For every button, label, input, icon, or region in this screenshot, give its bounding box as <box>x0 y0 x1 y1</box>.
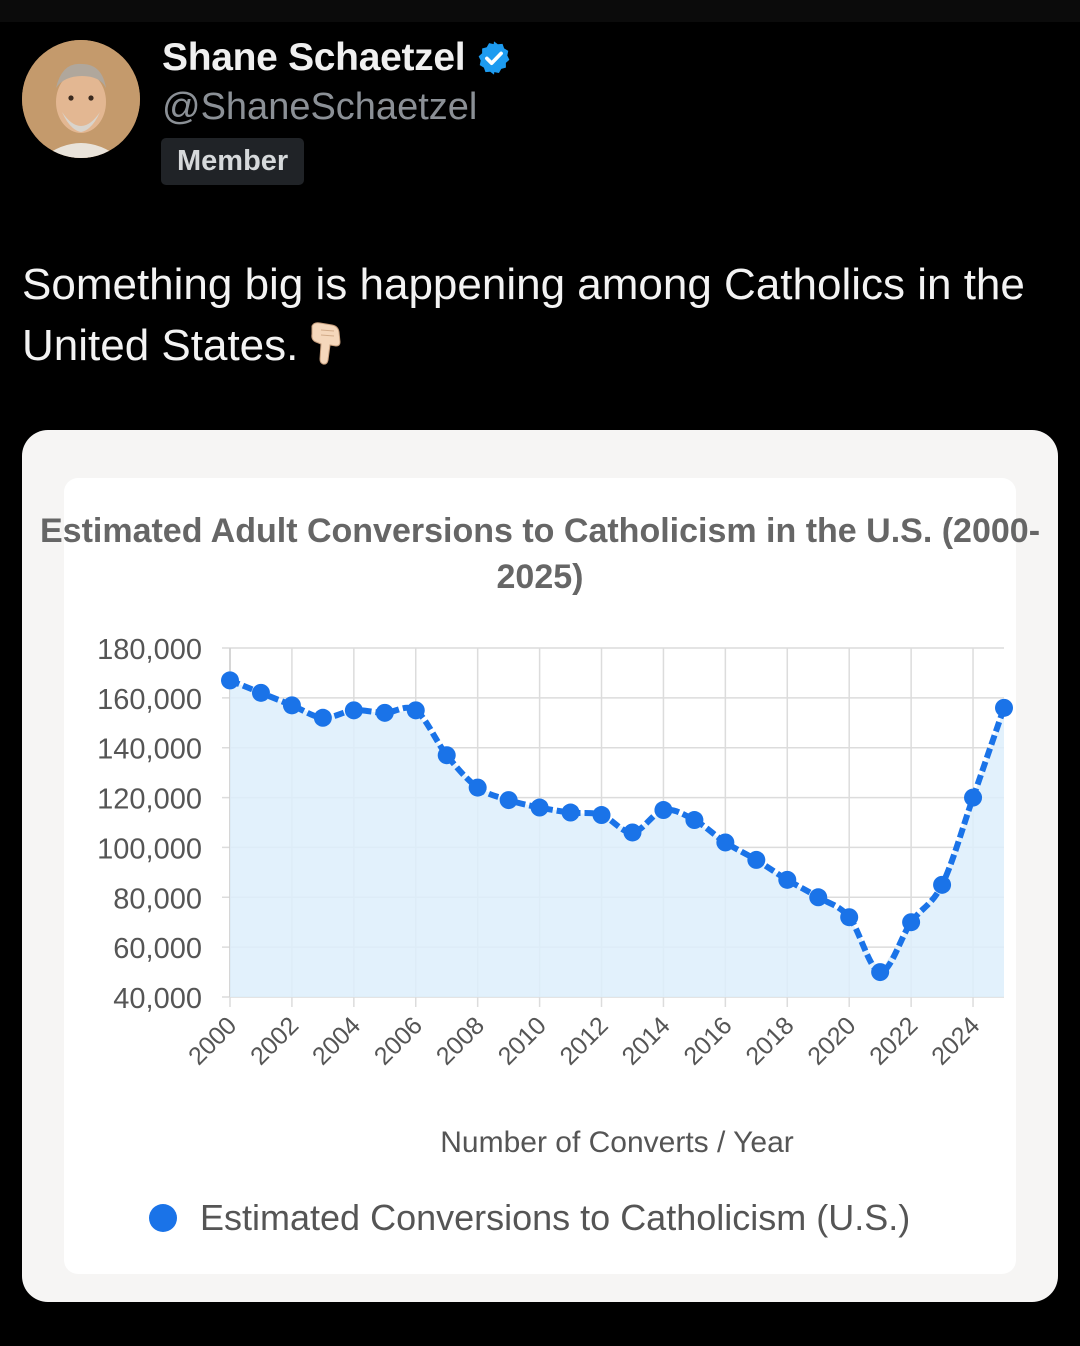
data-point <box>623 823 642 842</box>
x-tick-label: 2000 <box>183 1011 242 1070</box>
top-divider <box>0 0 1080 22</box>
y-tick-label: 80,000 <box>113 883 202 915</box>
data-point <box>406 701 425 720</box>
data-point <box>933 875 952 894</box>
legend-label: Estimated Conversions to Catholicism (U.… <box>200 1197 910 1238</box>
avatar[interactable] <box>22 40 140 158</box>
verified-badge-icon[interactable] <box>475 39 513 77</box>
y-tick-label: 40,000 <box>113 983 202 1015</box>
data-point <box>902 913 921 932</box>
chart-title: Estimated Adult Conversions to Catholici… <box>22 508 1058 600</box>
data-point <box>282 696 301 715</box>
pointing-down-hand-icon <box>311 322 341 365</box>
post-text-content: Something big is happening among Catholi… <box>22 260 1025 370</box>
data-point <box>468 778 487 797</box>
x-axis-label: Number of Converts / Year <box>440 1126 794 1159</box>
avatar-illustration <box>22 40 140 158</box>
data-point <box>654 801 673 820</box>
y-tick-label: 100,000 <box>97 833 202 865</box>
data-point <box>685 811 704 830</box>
x-tick-label: 2018 <box>740 1011 799 1070</box>
x-tick-label: 2020 <box>802 1011 861 1070</box>
data-point <box>530 798 549 817</box>
x-tick-label: 2014 <box>617 1011 676 1070</box>
y-tick-label: 160,000 <box>97 684 202 716</box>
y-tick-label: 180,000 <box>97 634 202 666</box>
data-point <box>964 788 983 807</box>
post-text: Something big is happening among Catholi… <box>22 254 1067 382</box>
data-point <box>778 870 797 889</box>
x-tick-label: 2022 <box>864 1011 923 1070</box>
y-tick-label: 60,000 <box>113 933 202 965</box>
x-tick-label: 2006 <box>369 1011 428 1070</box>
data-point <box>747 850 766 869</box>
area-fill <box>230 680 1004 997</box>
y-tick-label: 140,000 <box>97 734 202 766</box>
author-row: Shane Schaetzel <box>162 36 513 80</box>
data-point <box>437 746 456 765</box>
chart-title-text: Estimated Adult Conversions to Catholici… <box>39 512 1041 596</box>
data-point <box>375 703 394 722</box>
data-point <box>809 888 828 907</box>
data-point <box>499 791 518 810</box>
member-badge[interactable]: Member <box>161 138 305 185</box>
legend-marker <box>149 1204 177 1232</box>
data-point <box>344 701 363 720</box>
x-tick-label: 2016 <box>678 1011 737 1070</box>
author-name[interactable]: Shane Schaetzel <box>162 36 466 79</box>
data-point <box>840 908 859 927</box>
data-point <box>716 833 735 852</box>
data-point <box>313 708 332 727</box>
author-handle[interactable]: @ShaneSchaetzel <box>162 86 478 128</box>
chart-card[interactable]: Estimated Adult Conversions to Catholici… <box>22 430 1058 1302</box>
x-tick-label: 2012 <box>555 1011 614 1070</box>
data-point <box>561 803 580 822</box>
x-tick-label: 2004 <box>307 1011 366 1070</box>
data-point <box>995 698 1013 717</box>
x-tick-label: 2002 <box>245 1011 304 1070</box>
data-point <box>871 963 890 982</box>
data-point <box>592 806 611 825</box>
pointing-down-emoji-icon <box>308 320 344 382</box>
x-tick-label: 2008 <box>431 1011 490 1070</box>
data-point <box>251 683 270 702</box>
line-chart: 180,000 160,000 140,000 120,000 100,000 80,00… <box>97 634 1013 1238</box>
x-tick-label: 2024 <box>926 1011 985 1070</box>
data-point <box>221 671 239 690</box>
x-tick-label: 2010 <box>493 1011 552 1070</box>
y-tick-label: 120,000 <box>97 784 202 816</box>
